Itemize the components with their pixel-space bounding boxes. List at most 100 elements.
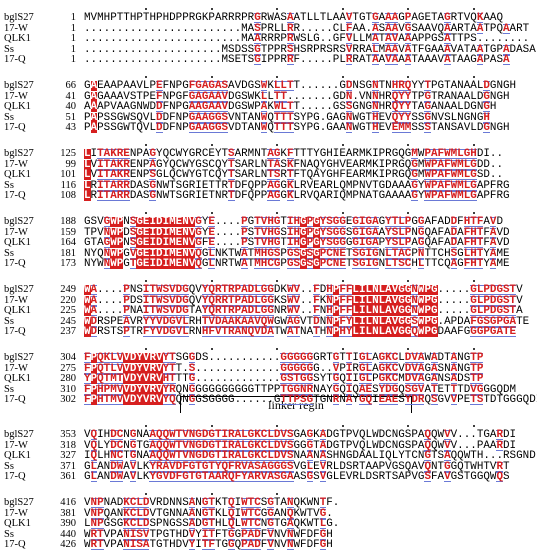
residue: L (365, 305, 373, 317)
residue: . (182, 22, 189, 35)
residue: T (444, 80, 451, 92)
residue: . (149, 54, 157, 66)
residue: A (385, 394, 392, 406)
residue: . (228, 22, 235, 35)
residue: G (195, 216, 202, 228)
residue: G (345, 450, 353, 462)
residue: Y (201, 284, 209, 296)
residue: I (286, 216, 294, 228)
residue: S (182, 518, 189, 530)
residue: A (417, 373, 425, 385)
residue: C (254, 497, 261, 509)
residue: L (84, 148, 91, 160)
residue: G (201, 460, 209, 473)
residue: . (182, 362, 189, 375)
residue: R (358, 169, 366, 181)
residue: V (391, 305, 399, 317)
residue: T (457, 383, 464, 396)
residue: A (142, 429, 150, 441)
residue: G (103, 216, 111, 228)
residue: R (273, 33, 281, 45)
residue: . (234, 352, 242, 364)
residue: A (267, 148, 274, 160)
residue: T (241, 111, 248, 124)
residue: G (234, 528, 242, 541)
residue: E (116, 315, 124, 328)
residue: G (470, 101, 477, 113)
residue: A (437, 158, 445, 171)
sequence: WA....PDSITWSVDGQVYQRRTPADLGGKSWV..FKNPF… (84, 294, 523, 307)
residue: N (123, 216, 130, 228)
residue: D (489, 305, 497, 317)
residue: M (398, 373, 405, 385)
residue: . (470, 429, 477, 441)
residue: V (188, 216, 196, 228)
residue: A (97, 101, 104, 113)
residue: G (267, 284, 274, 296)
start-position: 310 (60, 383, 76, 395)
residue: . (123, 54, 130, 66)
residue: K (221, 247, 229, 260)
residue: S (142, 190, 150, 202)
residue: K (372, 169, 379, 181)
residue: T (280, 111, 287, 124)
residue: A (358, 450, 366, 462)
residue: Q (339, 373, 346, 385)
residue: N (372, 101, 379, 113)
residue: R (188, 326, 196, 338)
residue: Q (496, 471, 503, 483)
residue: G (404, 315, 412, 328)
start-position: 220 (60, 294, 76, 306)
residue: G (300, 226, 307, 239)
residue: K (300, 497, 307, 509)
residue: R (457, 22, 464, 35)
residue: G (208, 80, 215, 92)
residue: D (129, 294, 137, 307)
residue: P (90, 352, 98, 364)
residue: I (358, 305, 366, 317)
residue: N (496, 80, 503, 92)
residue: V (142, 383, 150, 396)
residue: G (424, 362, 431, 375)
residue: P (332, 284, 340, 296)
residue: W (123, 111, 130, 124)
residue: . (463, 284, 471, 296)
residue: P (404, 226, 412, 239)
residue: T (385, 471, 392, 483)
residue: N (372, 80, 379, 92)
residue: N (182, 216, 189, 228)
residue: N (437, 101, 445, 113)
residue: T (136, 439, 143, 452)
residue: P (280, 258, 287, 270)
residue: T (313, 518, 320, 530)
residue: L (293, 179, 301, 192)
residue: S (103, 315, 111, 328)
residue: A (516, 43, 523, 56)
residue: W (424, 352, 431, 364)
residue: G (273, 237, 281, 249)
residue: . (103, 284, 111, 296)
residue: D (162, 497, 170, 509)
residue: . (313, 80, 320, 92)
residue: P (90, 362, 98, 375)
residue: V (156, 326, 163, 338)
residue: . (84, 22, 91, 35)
residue: Y (319, 169, 327, 181)
sequence-name: Ss (4, 111, 14, 123)
residue: A (319, 383, 327, 396)
residue: V (300, 315, 307, 328)
residue: P (110, 315, 117, 328)
residue: G (476, 326, 484, 338)
residue: D (129, 190, 137, 202)
position-dot (341, 425, 344, 427)
residue: E (234, 54, 242, 66)
residue: V (444, 439, 451, 452)
residue: T (214, 179, 222, 192)
residue: W (162, 190, 170, 202)
residue: R (116, 190, 124, 202)
residue: D (247, 284, 255, 296)
residue: M (241, 22, 248, 35)
residue: . (208, 54, 215, 66)
residue: K (286, 158, 294, 171)
residue: W (110, 237, 117, 249)
